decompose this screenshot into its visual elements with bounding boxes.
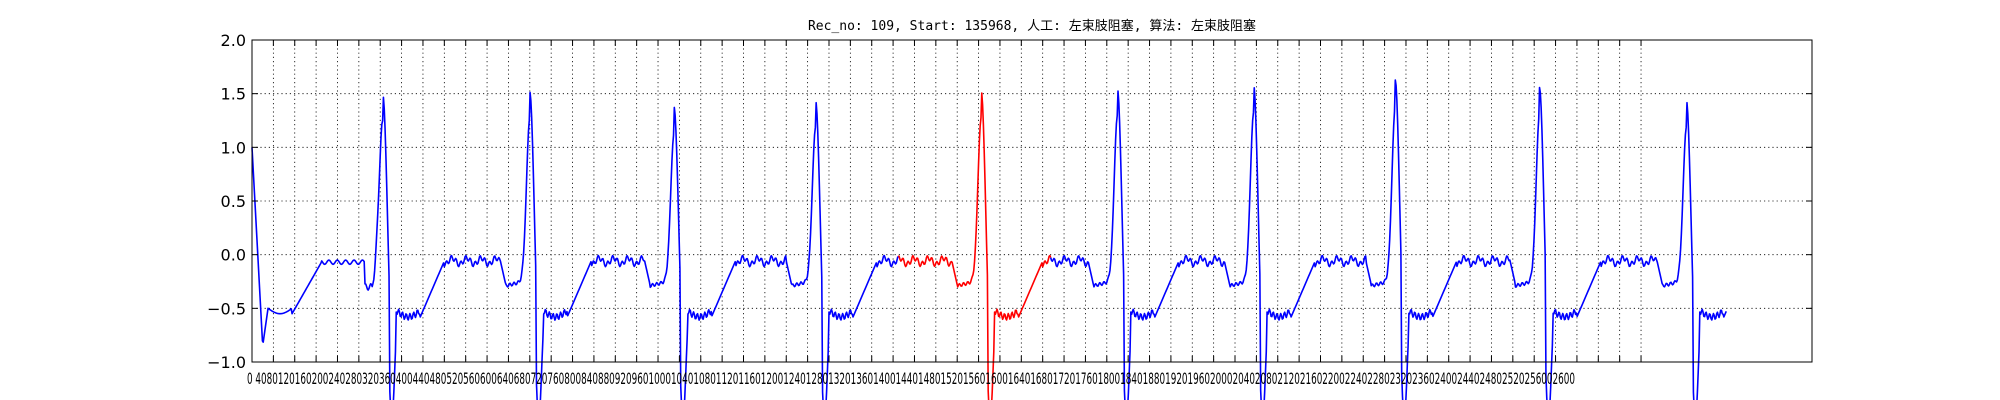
y-tick-label: 0.5 [221, 192, 246, 211]
series-line-1 [251, 91, 899, 400]
y-tick-label: 0.0 [221, 246, 246, 265]
y-tick-label: 2.0 [221, 31, 246, 50]
y-tick-label: 1.0 [221, 138, 246, 157]
series-line-3 [1049, 79, 1727, 400]
y-tick-label: −0.5 [207, 299, 246, 318]
y-axis: −1.0 −0.5 0.0 0.5 1.0 1.5 2.0 [207, 31, 1812, 372]
chart-title: Rec_no: 109, Start: 135968, 人工: 左束肢阻塞, 算… [808, 18, 1256, 34]
x-tick-labels: 0 40801201602002402803203604004404805205… [247, 369, 1575, 388]
series-lines [251, 79, 1727, 400]
y-tick-label: −1.0 [207, 353, 246, 372]
series-line-2 [897, 92, 1052, 400]
x-axis: 0 40801201602002402803203604004404805205… [247, 40, 1642, 388]
y-tick-label: 1.5 [221, 85, 246, 104]
